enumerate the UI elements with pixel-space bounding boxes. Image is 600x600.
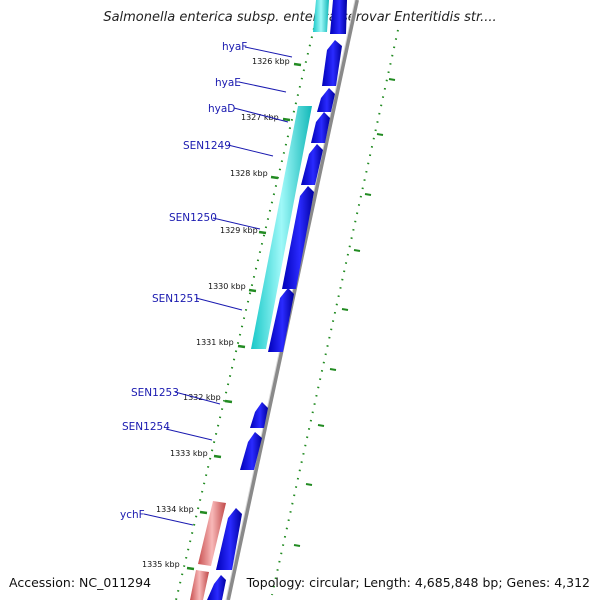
- genome-summary-label: Topology: circular; Length: 4,685,848 bp…: [246, 575, 590, 590]
- kbp-tick-marks: [186, 62, 302, 571]
- cds-arrow-hyaE: [317, 88, 335, 112]
- kbp-label: 1330 kbp: [208, 282, 246, 291]
- map-title: Salmonella enterica subsp. enterica sero…: [103, 10, 497, 25]
- gene-label-hyaD[interactable]: hyaD: [208, 103, 235, 115]
- gene-label-SEN1251[interactable]: SEN1251: [152, 293, 200, 305]
- kbp-label: 1332 kbp: [183, 393, 221, 402]
- gene-label-SEN1253[interactable]: SEN1253: [131, 387, 179, 399]
- cds-arrow: [330, 0, 347, 34]
- gene-label-hyaE[interactable]: hyaE: [215, 77, 241, 89]
- gene-label-hyaF[interactable]: hyaF: [222, 41, 247, 53]
- kbp-label: 1329 kbp: [220, 226, 258, 235]
- cds-arrow-hyaF: [322, 40, 342, 86]
- cds-arrow-SEN1250: [282, 186, 314, 289]
- cds-arrow-SEN1249: [301, 144, 323, 185]
- cds-arrow-hyaD: [311, 112, 330, 143]
- cds-arrow-SEN1254: [240, 432, 262, 470]
- red-feature-ychF: [198, 501, 226, 566]
- gene-leader-lines: [143, 46, 293, 526]
- accession-label: Accession: NC_011294: [9, 575, 152, 590]
- outer-track-ticks: [293, 78, 396, 547]
- outer-dotted-track: [271, 29, 399, 596]
- red-feature-bottom: [190, 570, 209, 600]
- kbp-labels: 1326 kbp 1327 kbp 1328 kbp 1329 kbp 1330…: [142, 57, 290, 569]
- kbp-label: 1335 kbp: [142, 560, 180, 569]
- cds-arrow-ychF: [216, 508, 242, 570]
- kbp-label: 1327 kbp: [241, 113, 279, 122]
- forward-cds-track: [207, 0, 347, 600]
- gene-label-ychF[interactable]: ychF: [120, 509, 145, 521]
- kbp-label: 1331 kbp: [196, 338, 234, 347]
- cds-arrow-SEN1253: [250, 402, 268, 428]
- cyan-feature-track: [251, 0, 329, 349]
- kbp-label: 1328 kbp: [230, 169, 268, 178]
- cyan-feature-top: [313, 0, 329, 32]
- kbp-label: 1334 kbp: [156, 505, 194, 514]
- inner-dotted-track: [175, 19, 317, 600]
- cds-arrow-bottom: [207, 575, 226, 600]
- kbp-label: 1333 kbp: [170, 449, 208, 458]
- cyan-feature-main: [251, 106, 312, 349]
- gene-label-SEN1254[interactable]: SEN1254: [122, 421, 170, 433]
- gene-label-SEN1250[interactable]: SEN1250: [169, 212, 217, 224]
- red-feature-track: [190, 501, 226, 600]
- kbp-label: 1326 kbp: [252, 57, 290, 66]
- gene-label-SEN1249[interactable]: SEN1249: [183, 140, 231, 152]
- cds-arrow-SEN1251: [268, 288, 294, 352]
- gene-labels: hyaF hyaE hyaD SEN1249 SEN1250 SEN1251 S…: [120, 41, 247, 521]
